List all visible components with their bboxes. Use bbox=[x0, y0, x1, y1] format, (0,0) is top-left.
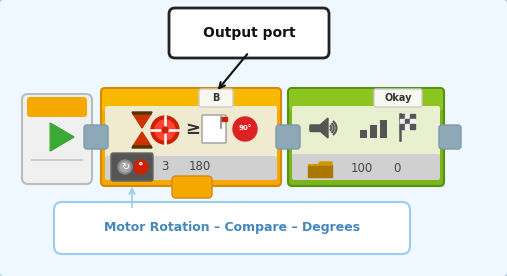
Text: 180: 180 bbox=[189, 161, 211, 174]
FancyBboxPatch shape bbox=[374, 89, 422, 107]
FancyBboxPatch shape bbox=[289, 89, 443, 111]
Text: B: B bbox=[212, 93, 220, 103]
Polygon shape bbox=[132, 146, 152, 148]
Text: 90°: 90° bbox=[238, 125, 251, 131]
Circle shape bbox=[162, 127, 168, 133]
FancyBboxPatch shape bbox=[292, 106, 440, 160]
FancyBboxPatch shape bbox=[169, 8, 329, 58]
Polygon shape bbox=[221, 117, 227, 121]
Circle shape bbox=[134, 160, 148, 174]
FancyBboxPatch shape bbox=[22, 94, 92, 184]
Polygon shape bbox=[410, 124, 415, 129]
Polygon shape bbox=[308, 162, 332, 165]
Polygon shape bbox=[410, 114, 415, 119]
Polygon shape bbox=[405, 119, 410, 124]
Polygon shape bbox=[310, 125, 320, 131]
Text: 3: 3 bbox=[161, 161, 169, 174]
Circle shape bbox=[118, 160, 132, 174]
FancyBboxPatch shape bbox=[105, 106, 277, 162]
FancyBboxPatch shape bbox=[27, 97, 87, 117]
Polygon shape bbox=[405, 114, 410, 119]
FancyBboxPatch shape bbox=[370, 125, 377, 138]
Polygon shape bbox=[132, 112, 152, 114]
FancyBboxPatch shape bbox=[105, 156, 277, 180]
Polygon shape bbox=[400, 124, 405, 129]
Polygon shape bbox=[308, 165, 332, 177]
Circle shape bbox=[151, 116, 179, 144]
Text: Motor Rotation – Compare – Degrees: Motor Rotation – Compare – Degrees bbox=[104, 222, 360, 235]
FancyBboxPatch shape bbox=[54, 202, 410, 254]
Polygon shape bbox=[400, 119, 405, 124]
Polygon shape bbox=[405, 124, 410, 129]
FancyBboxPatch shape bbox=[101, 88, 281, 186]
Text: Output port: Output port bbox=[203, 26, 295, 40]
Circle shape bbox=[155, 120, 175, 140]
FancyBboxPatch shape bbox=[111, 153, 153, 181]
FancyBboxPatch shape bbox=[439, 125, 461, 149]
Text: 0: 0 bbox=[393, 161, 401, 174]
FancyBboxPatch shape bbox=[360, 130, 367, 138]
Polygon shape bbox=[50, 123, 74, 151]
Text: 100: 100 bbox=[351, 161, 373, 174]
FancyBboxPatch shape bbox=[202, 115, 226, 143]
Text: °: ° bbox=[138, 162, 144, 172]
FancyBboxPatch shape bbox=[84, 125, 108, 149]
Text: Okay: Okay bbox=[384, 93, 412, 103]
Circle shape bbox=[233, 117, 257, 141]
FancyBboxPatch shape bbox=[172, 176, 212, 198]
FancyBboxPatch shape bbox=[292, 154, 440, 180]
FancyBboxPatch shape bbox=[102, 89, 280, 111]
Text: ≥: ≥ bbox=[186, 120, 201, 138]
Text: ↻: ↻ bbox=[121, 162, 129, 172]
Polygon shape bbox=[310, 118, 328, 138]
FancyBboxPatch shape bbox=[199, 89, 233, 107]
FancyBboxPatch shape bbox=[276, 125, 300, 149]
Circle shape bbox=[120, 162, 130, 172]
Polygon shape bbox=[133, 114, 151, 128]
Polygon shape bbox=[410, 119, 415, 124]
Polygon shape bbox=[133, 132, 151, 146]
FancyBboxPatch shape bbox=[288, 88, 444, 186]
FancyBboxPatch shape bbox=[380, 120, 387, 138]
Polygon shape bbox=[400, 114, 405, 119]
